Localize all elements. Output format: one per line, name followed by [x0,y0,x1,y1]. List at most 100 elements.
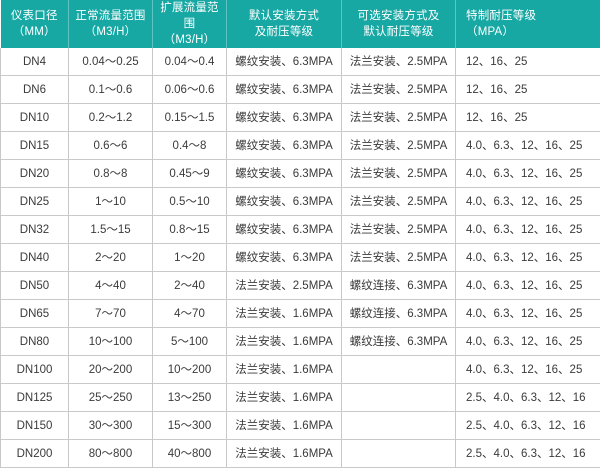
column-header-special-pressure-line2: （MPA） [466,24,597,40]
cell-optional-install: 法兰安装、2.5MPA [342,216,456,244]
column-header-normal-range: 正常流量范围 （M3/H） [69,0,153,48]
cell-extended-range: 0.04～0.4 [153,48,227,76]
cell-diameter: DN50 [1,272,69,300]
cell-optional-install: 螺纹连接、6.3MPA [342,300,456,328]
column-header-optional-install: 可选安装方式及 默认耐压等级 [342,0,456,48]
cell-default-install: 螺纹安装、6.3MPA [227,76,342,104]
cell-special-pressure: 4.0、6.3、12、16、25 [456,132,600,160]
cell-special-pressure: 2.5、4.0、6.3、12、16 [456,384,600,412]
cell-optional-install: 法兰安装、2.5MPA [342,244,456,272]
cell-optional-install: 法兰安装、2.5MPA [342,76,456,104]
column-header-normal-range-line1: 正常流量范围 [75,10,145,22]
cell-optional-install: 螺纹连接、6.3MPA [342,328,456,356]
cell-normal-range: 2～20 [69,244,153,272]
cell-default-install: 螺纹安装、6.3MPA [227,48,342,76]
cell-extended-range: 0.4～8 [153,132,227,160]
cell-default-install: 螺纹安装、6.3MPA [227,132,342,160]
cell-optional-install: 法兰安装、2.5MPA [342,188,456,216]
cell-special-pressure: 2.5、4.0、6.3、12、16 [456,412,600,440]
cell-extended-range: 0.8～15 [153,216,227,244]
cell-diameter: DN65 [1,300,69,328]
cell-special-pressure: 12、16、25 [456,48,600,76]
cell-normal-range: 4～40 [69,272,153,300]
cell-default-install: 法兰安装、1.6MPA [227,328,342,356]
cell-special-pressure: 12、16、25 [456,76,600,104]
cell-normal-range: 7～70 [69,300,153,328]
cell-optional-install: 螺纹连接、6.3MPA [342,272,456,300]
column-header-default-install: 默认安装方式 及耐压等级 [227,0,342,48]
cell-diameter: DN4 [1,48,69,76]
column-header-special-pressure: 特制耐压等级 （MPA） [456,0,600,48]
column-header-extended-range-line1: 扩展流量范围 [160,2,219,30]
cell-extended-range: 0.15～1.5 [153,104,227,132]
cell-default-install: 法兰安装、1.6MPA [227,412,342,440]
cell-special-pressure: 4.0、6.3、12、16、25 [456,356,600,384]
cell-diameter: DN25 [1,188,69,216]
cell-default-install: 法兰安装、1.6MPA [227,440,342,468]
cell-diameter: DN40 [1,244,69,272]
cell-diameter: DN32 [1,216,69,244]
cell-default-install: 法兰安装、2.5MPA [227,272,342,300]
cell-normal-range: 10～100 [69,328,153,356]
cell-extended-range: 0.06～0.6 [153,76,227,104]
column-header-diameter-line2: （MM） [5,24,65,40]
cell-special-pressure: 4.0、6.3、12、16、25 [456,300,600,328]
cell-normal-range: 0.1～0.6 [69,76,153,104]
cell-diameter: DN10 [1,104,69,132]
cell-optional-install: 法兰安装、2.5MPA [342,104,456,132]
cell-extended-range: 4～70 [153,300,227,328]
column-header-optional-install-line2: 默认耐压等级 [346,24,451,40]
cell-default-install: 螺纹安装、6.3MPA [227,188,342,216]
cell-default-install: 法兰安装、1.6MPA [227,300,342,328]
cell-extended-range: 2～40 [153,272,227,300]
cell-normal-range: 20～200 [69,356,153,384]
cell-special-pressure: 12、16、25 [456,104,600,132]
column-header-normal-range-line2: （M3/H） [73,24,148,40]
cell-default-install: 螺纹安装、6.3MPA [227,160,342,188]
cell-extended-range: 0.5～10 [153,188,227,216]
cell-optional-install: 法兰安装、2.5MPA [342,160,456,188]
cell-optional-install [342,412,456,440]
column-header-default-install-line1: 默认安装方式 [249,10,319,22]
cell-normal-range: 30～300 [69,412,153,440]
cell-extended-range: 13～250 [153,384,227,412]
cell-special-pressure: 4.0、6.3、12、16、25 [456,160,600,188]
table-header-row: 仪表口径 （MM） 正常流量范围 （M3/H） 扩展流量范围 （M3/H） 默认… [1,0,600,48]
table-header: 仪表口径 （MM） 正常流量范围 （M3/H） 扩展流量范围 （M3/H） 默认… [1,0,600,48]
cell-diameter: DN20 [1,160,69,188]
column-header-extended-range-line2: （M3/H） [157,32,222,48]
cell-extended-range: 15～300 [153,412,227,440]
cell-extended-range: 40～800 [153,440,227,468]
cell-default-install: 法兰安装、1.6MPA [227,384,342,412]
cell-extended-range: 1～20 [153,244,227,272]
cell-diameter: DN125 [1,384,69,412]
cell-normal-range: 0.04～0.25 [69,48,153,76]
cell-default-install: 法兰安装、1.6MPA [227,356,342,384]
column-header-extended-range: 扩展流量范围 （M3/H） [153,0,227,48]
cell-default-install: 螺纹安装、6.3MPA [227,244,342,272]
cell-extended-range: 10～200 [153,356,227,384]
cell-normal-range: 80～800 [69,440,153,468]
cell-normal-range: 0.8～8 [69,160,153,188]
cell-optional-install [342,440,456,468]
cell-diameter: DN100 [1,356,69,384]
cell-special-pressure: 4.0、6.3、12、16、25 [456,272,600,300]
cell-optional-install: 法兰安装、2.5MPA [342,48,456,76]
cell-special-pressure: 2.5、4.0、6.3、12、16 [456,440,600,468]
cell-default-install: 螺纹安装、6.3MPA [227,104,342,132]
cell-normal-range: 25～250 [69,384,153,412]
cell-extended-range: 0.45～9 [153,160,227,188]
